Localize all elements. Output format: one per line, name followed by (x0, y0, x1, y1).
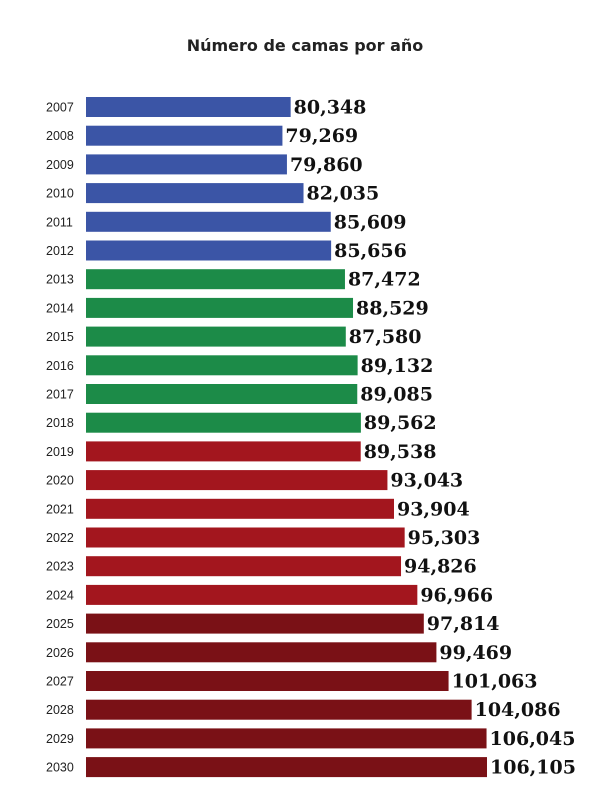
bar (86, 470, 388, 491)
bar (86, 125, 283, 146)
bar (86, 412, 361, 433)
year-label: 2030 (46, 761, 74, 775)
bar (86, 154, 287, 175)
bar (86, 699, 472, 720)
value-label: 99,469 (439, 642, 512, 664)
value-label: 89,562 (364, 412, 437, 434)
bar (86, 556, 402, 577)
value-label: 89,132 (361, 355, 434, 377)
year-label: 2024 (46, 588, 74, 602)
year-label: 2014 (46, 301, 74, 315)
value-label: 88,529 (356, 297, 429, 319)
year-label: 2016 (46, 359, 74, 373)
year-label: 2027 (46, 675, 74, 689)
bar (86, 269, 345, 290)
bar (86, 584, 418, 605)
value-label: 97,814 (427, 613, 500, 635)
value-label: 87,472 (348, 269, 421, 291)
chart-title: Número de camas por año (186, 36, 424, 55)
year-label: 2008 (46, 129, 74, 143)
value-label: 79,269 (285, 125, 358, 147)
year-label: 2010 (46, 187, 74, 201)
year-label: 2009 (46, 158, 74, 172)
bar (86, 97, 291, 117)
bar (86, 728, 487, 749)
year-label: 2026 (46, 646, 74, 660)
year-label: 2028 (46, 703, 74, 717)
year-label: 2011 (46, 215, 73, 229)
value-label: 89,085 (360, 384, 433, 406)
bar (86, 326, 346, 347)
value-label: 93,043 (390, 470, 463, 492)
bar (86, 355, 358, 376)
year-label: 2021 (46, 502, 74, 516)
year-label: 2020 (46, 474, 74, 488)
year-label: 2012 (46, 244, 74, 258)
bar (86, 240, 332, 261)
bar (86, 297, 354, 318)
bar (86, 613, 424, 634)
bar (86, 642, 437, 663)
year-label: 2019 (46, 445, 74, 459)
year-label: 2023 (46, 560, 74, 574)
value-label: 101,063 (452, 671, 538, 693)
bar (86, 527, 405, 548)
value-label: 106,105 (490, 757, 576, 779)
value-label: 89,538 (364, 441, 437, 463)
year-label: 2022 (46, 531, 74, 545)
year-label: 2018 (46, 416, 74, 430)
bar (86, 498, 394, 519)
value-label: 94,826 (404, 556, 477, 578)
value-label: 85,656 (334, 240, 407, 262)
year-label: 2017 (46, 388, 74, 402)
value-label: 96,966 (420, 584, 493, 606)
year-label: 2029 (46, 732, 74, 746)
bar (86, 211, 331, 232)
value-label: 93,904 (397, 498, 470, 520)
value-label: 87,580 (349, 326, 422, 348)
bar (86, 384, 358, 404)
value-label: 106,045 (490, 728, 576, 750)
year-label: 2025 (46, 617, 74, 631)
year-label: 2013 (46, 273, 74, 287)
value-label: 95,303 (408, 527, 481, 549)
value-label: 104,086 (475, 699, 561, 721)
value-label: 82,035 (307, 183, 380, 205)
year-label: 2015 (46, 330, 74, 344)
year-label: 2007 (46, 101, 74, 115)
value-label: 79,860 (290, 154, 363, 176)
value-label: 85,609 (334, 211, 407, 233)
bar (86, 183, 304, 204)
bar (86, 757, 487, 778)
bar (86, 441, 361, 462)
value-label: 80,348 (294, 97, 367, 119)
bar (86, 671, 449, 691)
